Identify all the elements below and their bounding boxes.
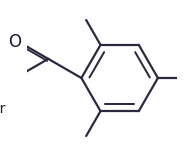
Text: Br: Br bbox=[0, 102, 6, 116]
Text: O: O bbox=[8, 33, 21, 51]
